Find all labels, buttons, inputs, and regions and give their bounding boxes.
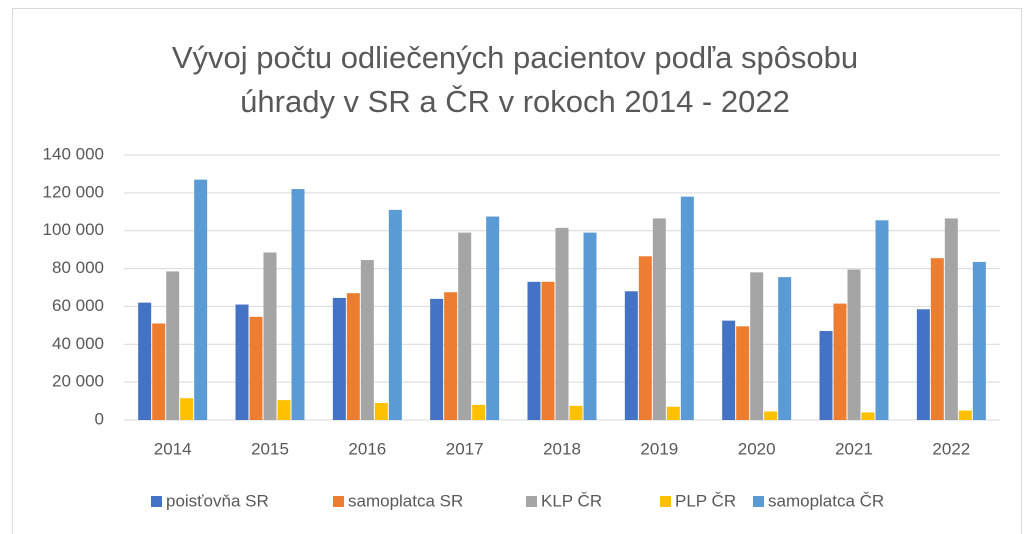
- bar: [277, 400, 291, 420]
- x-tick-label: 2015: [251, 439, 289, 458]
- y-tick-label: 60 000: [52, 296, 104, 315]
- bar: [388, 209, 402, 420]
- bar: [930, 258, 944, 420]
- legend-swatch: [753, 496, 764, 507]
- bar: [486, 216, 500, 420]
- bar: [360, 260, 374, 420]
- bar: [764, 411, 778, 420]
- y-tick-label: 140 000: [43, 144, 104, 163]
- x-tick-label: 2019: [640, 439, 678, 458]
- bar: [944, 218, 958, 420]
- bar: [778, 277, 792, 420]
- bar: [249, 316, 263, 420]
- bar: [194, 179, 208, 420]
- legend-swatch: [333, 496, 344, 507]
- bar: [332, 297, 346, 420]
- bar: [624, 291, 638, 420]
- chart-border: [12, 8, 1022, 534]
- bar: [722, 320, 736, 420]
- bar: [430, 298, 444, 420]
- bar: [138, 302, 152, 420]
- bar: [861, 412, 875, 420]
- y-tick-label: 80 000: [52, 258, 104, 277]
- bar: [958, 410, 972, 420]
- legend-label: samoplatca ČR: [768, 491, 884, 510]
- bar: [583, 232, 597, 420]
- y-tick-label: 0: [95, 409, 104, 428]
- x-tick-label: 2016: [348, 439, 386, 458]
- legend-swatch: [526, 496, 537, 507]
- bar: [346, 293, 360, 420]
- bar: [847, 269, 861, 420]
- legend-swatch: [660, 496, 671, 507]
- x-tick-label: 2021: [835, 439, 873, 458]
- y-tick-label: 120 000: [43, 182, 104, 201]
- bar: [235, 304, 249, 420]
- bar: [263, 252, 277, 420]
- bar: [666, 406, 680, 420]
- x-tick-label: 2018: [543, 439, 581, 458]
- y-tick-label: 40 000: [52, 334, 104, 353]
- bar: [680, 196, 694, 420]
- x-tick-label: 2020: [738, 439, 776, 458]
- y-tick-label: 20 000: [52, 372, 104, 391]
- x-tick-label: 2022: [932, 439, 970, 458]
- bar: [750, 272, 764, 420]
- bar: [638, 256, 652, 420]
- chart-title: Vývoj počtu odliečených pacientov podľa …: [171, 40, 859, 119]
- bar: [875, 220, 889, 420]
- bar: [527, 281, 541, 420]
- bar: [166, 271, 180, 420]
- bar: [444, 292, 458, 420]
- bar: [458, 232, 472, 420]
- legend-label: KLP ČR: [541, 491, 602, 510]
- bar: [652, 218, 666, 420]
- x-tick-label: 2017: [446, 439, 484, 458]
- y-tick-label: 100 000: [43, 220, 104, 239]
- bar: [916, 309, 930, 420]
- bar: [152, 323, 166, 420]
- bar: [541, 281, 555, 420]
- bar: [374, 402, 388, 420]
- bar: [569, 405, 583, 420]
- legend-swatch: [151, 496, 162, 507]
- x-tick-label: 2014: [154, 439, 192, 458]
- bar: [833, 303, 847, 420]
- bar: [736, 326, 750, 420]
- legend-label: poisťovňa SR: [166, 491, 269, 510]
- legend-label: samoplatca SR: [348, 491, 463, 510]
- bar: [819, 331, 833, 420]
- bar: [555, 227, 569, 420]
- bar: [291, 189, 305, 420]
- bar: [972, 261, 986, 420]
- bar: [180, 398, 194, 420]
- legend-label: PLP ČR: [675, 491, 736, 510]
- bar: [472, 404, 486, 420]
